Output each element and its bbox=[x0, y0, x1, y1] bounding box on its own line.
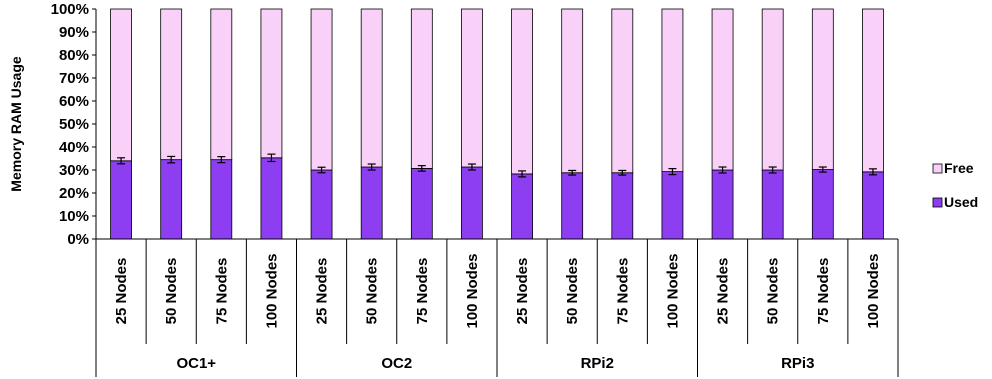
y-tick-label: 40% bbox=[59, 139, 89, 156]
bar-free bbox=[110, 8, 132, 162]
bar-used bbox=[811, 169, 834, 240]
category-label: 25 Nodes bbox=[514, 258, 531, 325]
bar-used bbox=[862, 171, 884, 240]
category-label: 25 Nodes bbox=[715, 258, 732, 325]
group-label: OC1+ bbox=[176, 355, 216, 372]
category-label: 50 Nodes bbox=[564, 258, 581, 325]
bar-free bbox=[561, 8, 584, 174]
y-tick-label: 80% bbox=[59, 47, 89, 64]
category-label: 100 Nodes bbox=[664, 253, 681, 328]
category-label: 50 Nodes bbox=[364, 258, 381, 325]
bar-used bbox=[110, 160, 132, 240]
y-tick-label: 0% bbox=[67, 231, 89, 248]
bar-free bbox=[360, 8, 383, 168]
group-label: RPi3 bbox=[781, 355, 814, 372]
bar-used bbox=[160, 159, 183, 240]
legend-swatch bbox=[932, 163, 943, 174]
bars bbox=[110, 8, 884, 240]
bar-free bbox=[210, 8, 233, 161]
category-label: 75 Nodes bbox=[213, 258, 230, 325]
bar-free bbox=[761, 8, 784, 171]
bar-free bbox=[511, 8, 533, 175]
bar-free bbox=[310, 8, 333, 171]
category-label: 100 Nodes bbox=[263, 253, 280, 328]
y-axis-title: Memory RAM Usage bbox=[8, 56, 24, 192]
legend-swatch bbox=[932, 197, 943, 208]
category-label: 100 Nodes bbox=[464, 253, 481, 328]
bar-free bbox=[862, 8, 884, 173]
bar-free bbox=[811, 8, 834, 170]
y-tick-label: 50% bbox=[59, 116, 89, 133]
category-label: 25 Nodes bbox=[113, 258, 130, 325]
category-label: 75 Nodes bbox=[614, 258, 631, 325]
bar-used bbox=[260, 157, 283, 240]
bar-used bbox=[210, 159, 233, 240]
bar-used bbox=[611, 172, 634, 240]
error-bars bbox=[117, 153, 877, 178]
y-tick-label: 10% bbox=[59, 208, 89, 225]
legend: Free Used bbox=[932, 160, 978, 210]
y-tick-label: 30% bbox=[59, 162, 89, 179]
bar-used bbox=[461, 166, 483, 240]
group-labels: OC1+ OC2 RPi2 RPi3 bbox=[95, 344, 899, 377]
y-tick-label: 60% bbox=[59, 93, 89, 110]
bar-free bbox=[711, 8, 734, 171]
bar-used bbox=[511, 173, 533, 240]
group-label: RPi2 bbox=[581, 355, 614, 372]
bar-free bbox=[160, 8, 183, 161]
bar-free bbox=[410, 8, 433, 169]
bar-free bbox=[461, 8, 483, 168]
bar-free bbox=[260, 8, 283, 159]
y-tick-label: 70% bbox=[59, 70, 89, 87]
y-tick-label: 90% bbox=[59, 24, 89, 41]
category-label: 100 Nodes bbox=[865, 253, 882, 328]
bar-used bbox=[561, 172, 584, 240]
category-label: 50 Nodes bbox=[163, 258, 180, 325]
bar-used bbox=[310, 169, 333, 240]
group-label: OC2 bbox=[381, 355, 412, 372]
y-tick-label: 100% bbox=[51, 1, 89, 18]
bar-free bbox=[661, 8, 684, 173]
category-label: 75 Nodes bbox=[815, 258, 832, 325]
bar-used bbox=[711, 169, 734, 240]
category-labels: 25 Nodes 50 Nodes 75 Nodes 100 Nodes 25 Node… bbox=[95, 239, 899, 344]
bar-used bbox=[661, 171, 684, 240]
category-label: 75 Nodes bbox=[414, 258, 431, 325]
category-label: 50 Nodes bbox=[765, 258, 782, 325]
legend-label: Used bbox=[944, 194, 978, 210]
bar-used bbox=[360, 166, 383, 240]
y-tick-label: 20% bbox=[59, 185, 89, 202]
y-tick-labels: 0% 10% 20% 30% 40% 50% 60% 70% 80% 90% 100% bbox=[51, 1, 96, 248]
category-label: 25 Nodes bbox=[314, 258, 331, 325]
bar-used bbox=[761, 169, 784, 240]
bar-used bbox=[410, 167, 433, 240]
bar-free bbox=[611, 8, 634, 174]
legend-label: Free bbox=[944, 160, 974, 176]
y-axis-title-group: Memory RAM Usage bbox=[8, 56, 24, 192]
